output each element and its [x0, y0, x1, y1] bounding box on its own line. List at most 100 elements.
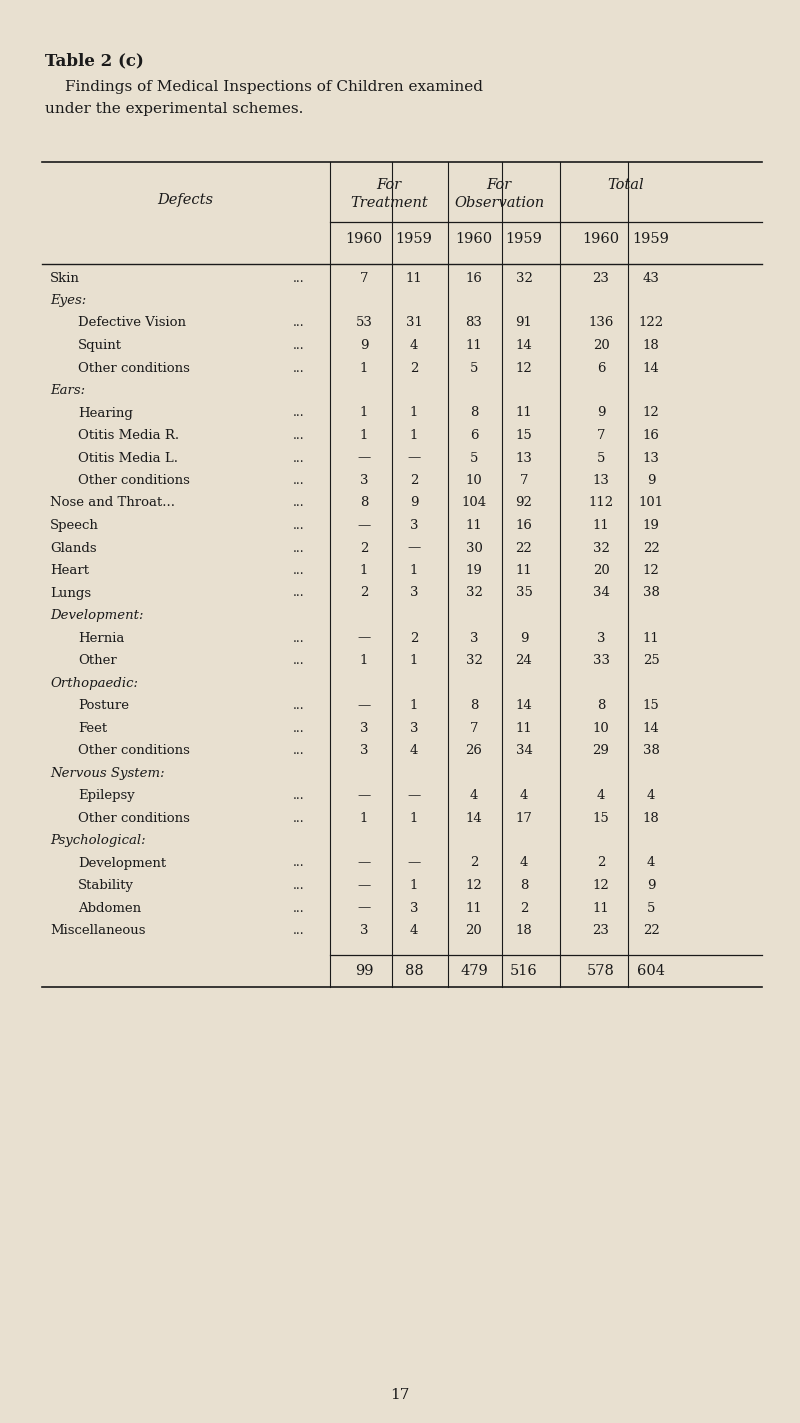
Text: 112: 112 — [589, 497, 614, 509]
Text: 1: 1 — [360, 407, 368, 420]
Text: Abdomen: Abdomen — [78, 902, 141, 915]
Text: ...: ... — [294, 632, 305, 645]
Text: 13: 13 — [593, 474, 610, 487]
Text: 88: 88 — [405, 963, 423, 978]
Text: 31: 31 — [406, 316, 422, 330]
Text: Other conditions: Other conditions — [78, 811, 190, 824]
Text: 16: 16 — [515, 519, 533, 532]
Text: 12: 12 — [593, 879, 610, 892]
Text: 8: 8 — [360, 497, 368, 509]
Text: 13: 13 — [642, 451, 659, 464]
Text: 11: 11 — [516, 564, 532, 576]
Text: 16: 16 — [466, 272, 482, 285]
Text: 578: 578 — [587, 963, 615, 978]
Text: ...: ... — [294, 316, 305, 330]
Text: Other conditions: Other conditions — [78, 474, 190, 487]
Text: Nose and Throat...: Nose and Throat... — [50, 497, 175, 509]
Text: 14: 14 — [516, 339, 532, 351]
Text: 1959: 1959 — [506, 232, 542, 246]
Text: 1960: 1960 — [455, 232, 493, 246]
Text: 12: 12 — [642, 407, 659, 420]
Text: 11: 11 — [466, 339, 482, 351]
Text: 9: 9 — [520, 632, 528, 645]
Text: ...: ... — [294, 857, 305, 869]
Text: Orthopaedic:: Orthopaedic: — [50, 676, 138, 690]
Text: 604: 604 — [637, 963, 665, 978]
Text: 9: 9 — [597, 407, 606, 420]
Text: 4: 4 — [520, 857, 528, 869]
Text: ...: ... — [294, 451, 305, 464]
Text: ...: ... — [294, 497, 305, 509]
Text: ...: ... — [294, 788, 305, 803]
Text: 3: 3 — [597, 632, 606, 645]
Text: 4: 4 — [410, 924, 418, 936]
Text: 1: 1 — [410, 699, 418, 712]
Text: Ears:: Ears: — [50, 384, 85, 397]
Text: ...: ... — [294, 428, 305, 443]
Text: 20: 20 — [466, 924, 482, 936]
Text: ...: ... — [294, 721, 305, 734]
Text: 32: 32 — [515, 272, 533, 285]
Text: 32: 32 — [466, 655, 482, 667]
Text: ...: ... — [294, 879, 305, 892]
Text: Stability: Stability — [78, 879, 134, 892]
Text: ...: ... — [294, 564, 305, 576]
Text: 2: 2 — [520, 902, 528, 915]
Text: 3: 3 — [360, 924, 368, 936]
Text: 20: 20 — [593, 564, 610, 576]
Text: Findings of Medical Inspections of Children examined: Findings of Medical Inspections of Child… — [65, 80, 483, 94]
Text: —: — — [358, 451, 370, 464]
Text: 34: 34 — [593, 586, 610, 599]
Text: 2: 2 — [360, 586, 368, 599]
Text: 25: 25 — [642, 655, 659, 667]
Text: 92: 92 — [515, 497, 533, 509]
Text: 5: 5 — [597, 451, 605, 464]
Text: —: — — [407, 451, 421, 464]
Text: ...: ... — [294, 699, 305, 712]
Text: 1: 1 — [360, 564, 368, 576]
Text: 5: 5 — [647, 902, 655, 915]
Text: Glands: Glands — [50, 542, 97, 555]
Text: 7: 7 — [520, 474, 528, 487]
Text: 18: 18 — [516, 924, 532, 936]
Text: ...: ... — [294, 811, 305, 824]
Text: 24: 24 — [516, 655, 532, 667]
Text: 11: 11 — [593, 519, 610, 532]
Text: 53: 53 — [355, 316, 373, 330]
Text: 33: 33 — [593, 655, 610, 667]
Text: Skin: Skin — [50, 272, 80, 285]
Text: Hernia: Hernia — [78, 632, 124, 645]
Text: ...: ... — [294, 519, 305, 532]
Text: Total: Total — [608, 178, 644, 192]
Text: ...: ... — [294, 655, 305, 667]
Text: 10: 10 — [466, 474, 482, 487]
Text: 15: 15 — [593, 811, 610, 824]
Text: Development:: Development: — [50, 609, 143, 622]
Text: ...: ... — [294, 474, 305, 487]
Text: Development: Development — [78, 857, 166, 869]
Text: 32: 32 — [593, 542, 610, 555]
Text: 479: 479 — [460, 963, 488, 978]
Text: 2: 2 — [410, 632, 418, 645]
Text: 3: 3 — [410, 586, 418, 599]
Text: For
Observation: For Observation — [454, 178, 544, 211]
Text: 9: 9 — [360, 339, 368, 351]
Text: 9: 9 — [646, 879, 655, 892]
Text: 1: 1 — [410, 655, 418, 667]
Text: 34: 34 — [515, 744, 533, 757]
Text: 104: 104 — [462, 497, 486, 509]
Text: Feet: Feet — [78, 721, 107, 734]
Text: 15: 15 — [516, 428, 532, 443]
Text: 14: 14 — [466, 811, 482, 824]
Text: 11: 11 — [642, 632, 659, 645]
Text: 30: 30 — [466, 542, 482, 555]
Text: Otitis Media L.: Otitis Media L. — [78, 451, 178, 464]
Text: 7: 7 — [470, 721, 478, 734]
Text: —: — — [358, 879, 370, 892]
Text: Other conditions: Other conditions — [78, 744, 190, 757]
Text: Squint: Squint — [78, 339, 122, 351]
Text: 14: 14 — [642, 361, 659, 374]
Text: Speech: Speech — [50, 519, 99, 532]
Text: Otitis Media R.: Otitis Media R. — [78, 428, 179, 443]
Text: 11: 11 — [466, 519, 482, 532]
